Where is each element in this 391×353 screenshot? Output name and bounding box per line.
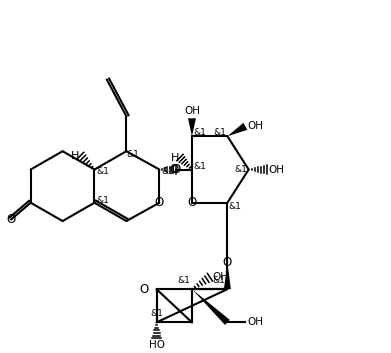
Text: OH: OH [212,272,228,282]
Polygon shape [224,263,231,289]
Text: O: O [187,196,197,209]
Text: O: O [155,196,164,209]
Text: &1: &1 [193,162,206,170]
Text: OH: OH [269,164,285,174]
Text: OH: OH [184,106,200,116]
Text: OH: OH [248,121,264,131]
Polygon shape [192,289,230,325]
Text: &1: &1 [228,202,241,211]
Text: OH: OH [248,317,264,327]
Text: H: H [71,150,79,161]
Text: &1: &1 [150,310,163,318]
Text: O: O [7,213,16,226]
Text: &1: &1 [177,276,190,285]
Text: &1: &1 [213,128,226,137]
Text: O: O [169,163,179,176]
Text: &1: &1 [193,128,206,137]
Text: HO: HO [149,340,165,350]
Text: H: H [170,152,179,162]
Text: O: O [223,256,232,269]
Polygon shape [228,123,247,136]
Text: &1: &1 [97,196,109,205]
Polygon shape [188,118,196,136]
Text: &1: &1 [213,276,225,285]
Text: &1: &1 [97,167,109,176]
Text: &1: &1 [126,150,139,159]
Text: &1: &1 [161,167,174,176]
Text: O: O [171,163,180,176]
Text: O: O [139,283,149,296]
Text: &1: &1 [235,165,248,174]
